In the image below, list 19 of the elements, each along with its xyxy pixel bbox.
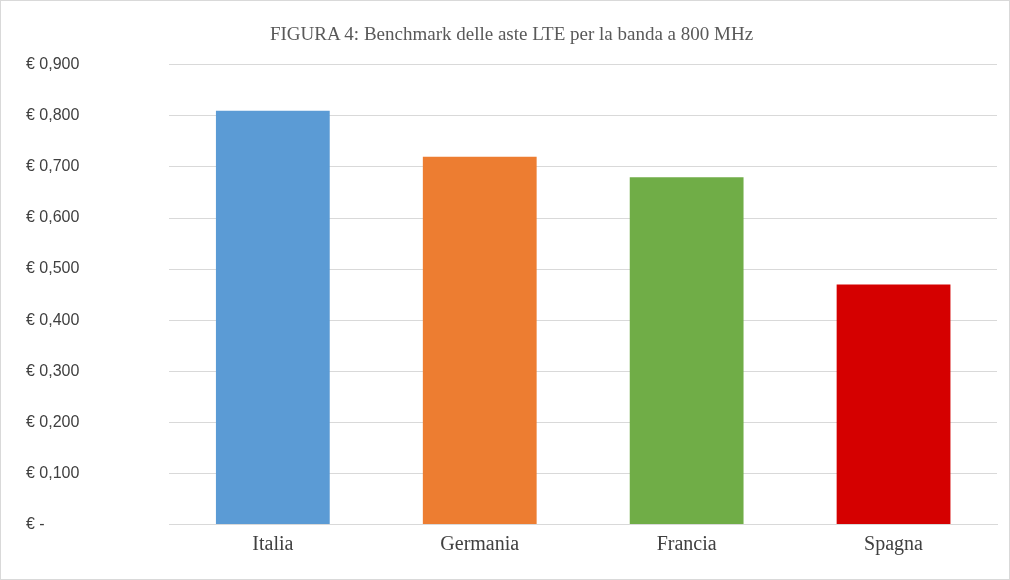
y-tick-label: € 0,800 bbox=[26, 106, 80, 124]
chart-title: FIGURA 4: Benchmark delle aste LTE per la banda a 800 MHz bbox=[269, 23, 754, 45]
y-tick-label: € 0,600 bbox=[26, 208, 80, 226]
y-tick-label: € 0,400 bbox=[26, 310, 80, 328]
y-tick-label: € 0,700 bbox=[26, 157, 80, 175]
bar bbox=[215, 110, 330, 524]
y-tick-label: € 0,500 bbox=[26, 259, 80, 277]
y-tick-label: € 0,100 bbox=[26, 463, 80, 481]
y-tick-label: € - bbox=[26, 514, 45, 532]
x-tick-label: Germania bbox=[440, 531, 520, 554]
y-tick-label: € 0,900 bbox=[26, 55, 80, 73]
x-tick-label: Francia bbox=[656, 531, 717, 554]
y-tick-label: € 0,200 bbox=[26, 412, 80, 430]
x-tick-label: Italia bbox=[252, 531, 294, 554]
x-tick-label: Spagna bbox=[864, 531, 924, 555]
bar bbox=[629, 177, 744, 524]
y-tick-label: € 0,300 bbox=[26, 361, 80, 379]
bar bbox=[836, 284, 951, 524]
bar bbox=[422, 156, 537, 524]
